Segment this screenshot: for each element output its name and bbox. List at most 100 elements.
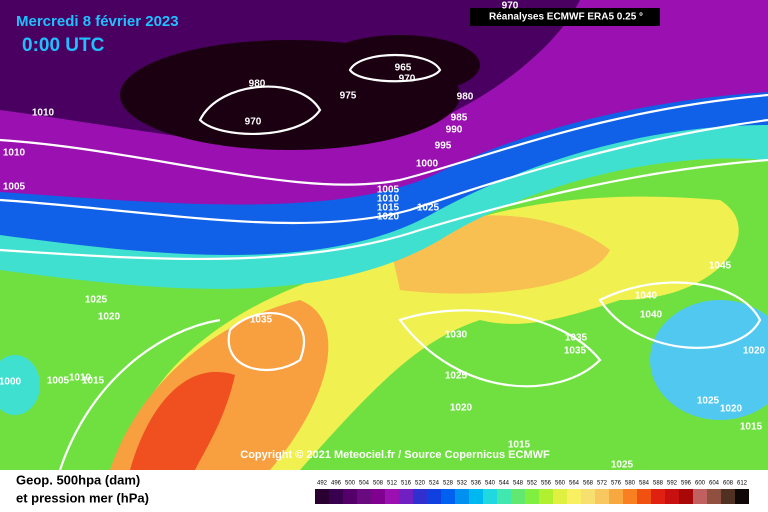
isobar-label: 1020 [377, 212, 400, 223]
colorbar-swatch [553, 489, 567, 504]
colorbar-label: 500 [345, 481, 356, 487]
colorbar-label: 512 [387, 481, 398, 487]
time-title: 0:00 UTC [22, 35, 105, 56]
colorbar-label: 600 [695, 481, 706, 487]
isobar-label: 1010 [377, 194, 400, 205]
colorbar-swatch [721, 489, 735, 504]
colorbar-label: 516 [401, 481, 412, 487]
colorbar-label: 572 [597, 481, 608, 487]
isobar-label: 980 [249, 79, 266, 90]
colorbar-label: 552 [527, 481, 538, 487]
colorbar-label: 580 [625, 481, 636, 487]
colorbar-label: 560 [555, 481, 566, 487]
isobar-label: 1030 [445, 330, 468, 341]
colorbar-label: 584 [639, 481, 650, 487]
colorbar-label: 540 [485, 481, 496, 487]
isobar-label: 1025 [611, 460, 634, 471]
isobar-label: 1040 [640, 310, 663, 321]
isobar-label: 990 [446, 125, 463, 136]
isobar-label: 1005 [47, 376, 70, 387]
colorbar-label: 492 [317, 481, 328, 487]
isobar-label: 1005 [3, 182, 26, 193]
colorbar-label: 548 [513, 481, 524, 487]
isobar-label: 1020 [98, 312, 121, 323]
colorbar: 492 496 500 504 508 512 516 520 524 528 532 536 540 5… [315, 481, 749, 504]
colorbar-swatch [539, 489, 553, 504]
legend-line2: et pression mer (hPa) [16, 490, 149, 505]
isobar-label: 975 [340, 91, 357, 102]
colorbar-swatch [525, 489, 539, 504]
colorbar-swatch [511, 489, 525, 504]
isobar-label: 1020 [743, 346, 766, 357]
legend-line1: Geop. 500hpa (dam) [16, 472, 140, 487]
colorbar-swatch [707, 489, 721, 504]
colorbar-label: 596 [681, 481, 692, 487]
colorbar-label: 608 [723, 481, 734, 487]
isobar-label: 980 [457, 92, 474, 103]
colorbar-swatch [483, 489, 497, 504]
colorbar-label: 532 [457, 481, 468, 487]
map-field [0, 0, 768, 471]
isobar-label: 965 [395, 63, 412, 74]
colorbar-swatch [385, 489, 399, 504]
colorbar-label: 568 [583, 481, 594, 487]
colorbar-label: 504 [359, 481, 370, 487]
isobar-label: 1010 [3, 148, 26, 159]
colorbar-label: 556 [541, 481, 552, 487]
colorbar-label: 536 [471, 481, 482, 487]
isobar-label: 1025 [445, 371, 468, 382]
isobar-label: 1015 [377, 203, 400, 214]
colorbar-swatch [735, 489, 749, 504]
colorbar-label: 588 [653, 481, 664, 487]
isobar-label: 1025 [85, 295, 108, 306]
isobar-label: 995 [435, 141, 452, 152]
isobar-label: 1010 [32, 108, 55, 119]
colorbar-swatch [427, 489, 441, 504]
colorbar-swatch [637, 489, 651, 504]
isobar-label: 1025 [697, 396, 720, 407]
colorbar-swatch [357, 489, 371, 504]
colorbar-swatch [371, 489, 385, 504]
isobar-label: 1035 [250, 315, 273, 326]
colorbar-label: 604 [709, 481, 720, 487]
isobar-label: 1040 [635, 291, 658, 302]
isobar-label: 1000 [0, 377, 22, 388]
isobar-label: 1025 [417, 203, 440, 214]
source-box [470, 8, 660, 26]
source-label: Réanalyses ECMWF ERA5 0.25 ° [489, 12, 643, 23]
isobar-label: 1035 [564, 346, 587, 357]
colorbar-swatch [567, 489, 581, 504]
isobar-label: 1035 [565, 333, 588, 344]
isobar-label: 970 [245, 117, 262, 128]
colorbar-label: 592 [667, 481, 678, 487]
colorbar-label: 544 [499, 481, 510, 487]
isobar-label: 1015 [740, 422, 763, 433]
isobar-label: 1000 [416, 159, 439, 170]
colorbar-label: 564 [569, 481, 580, 487]
isobar-label: 1005 [377, 185, 400, 196]
colorbar-label: 528 [443, 481, 454, 487]
colorbar-swatch [497, 489, 511, 504]
colorbar-swatch [623, 489, 637, 504]
colorbar-swatch [595, 489, 609, 504]
colorbar-swatch [679, 489, 693, 504]
colorbar-swatch [469, 489, 483, 504]
colorbar-swatch [315, 489, 329, 504]
colorbar-swatch [665, 489, 679, 504]
isobar-label: 1015 [82, 376, 105, 387]
colorbar-label: 612 [737, 481, 748, 487]
colorbar-swatch [693, 489, 707, 504]
colorbar-swatch [609, 489, 623, 504]
isobar-label: 1020 [720, 404, 743, 415]
colorbar-swatch [651, 489, 665, 504]
isobar-label: 1045 [709, 261, 732, 272]
colorbar-label: 520 [415, 481, 426, 487]
colorbar-label: 524 [429, 481, 440, 487]
isobar-label: 1020 [450, 403, 473, 414]
colorbar-swatch [343, 489, 357, 504]
isobar-label: 1015 [508, 440, 531, 451]
colorbar-swatch [399, 489, 413, 504]
colorbar-swatch [581, 489, 595, 504]
